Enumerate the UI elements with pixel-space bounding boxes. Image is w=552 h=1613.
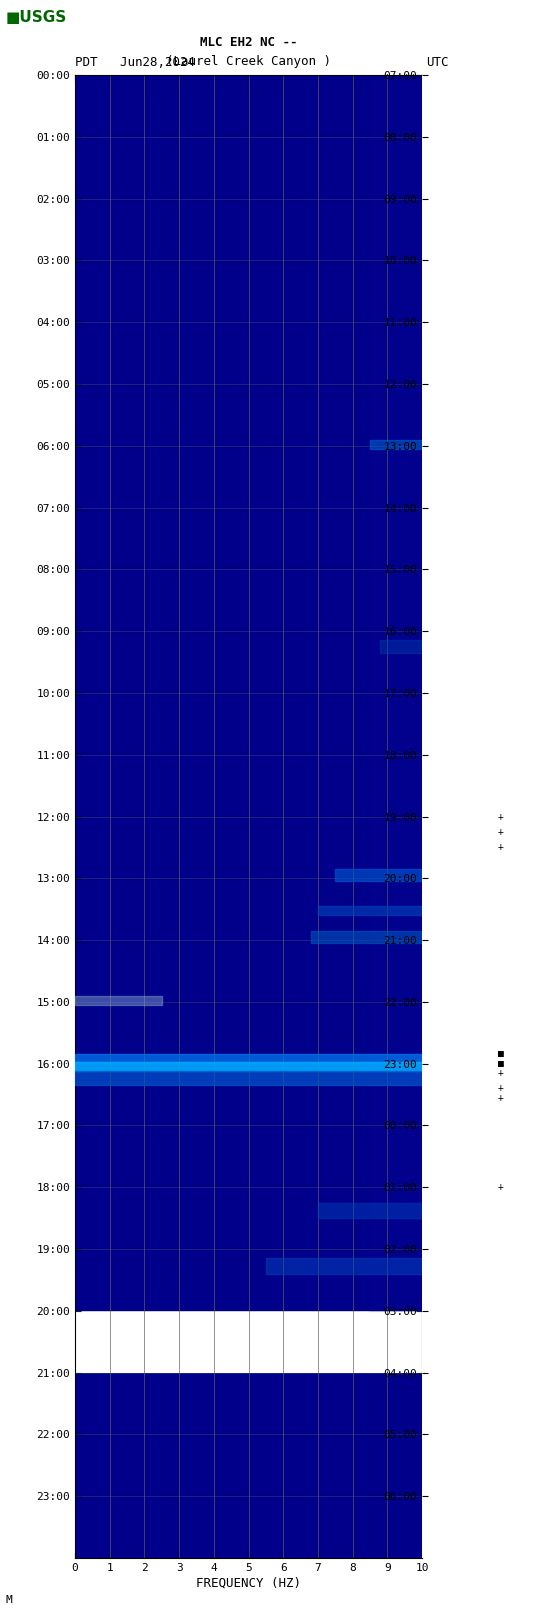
- Bar: [75, 1311, 422, 1373]
- Text: +: +: [498, 827, 503, 837]
- Text: ■: ■: [498, 1058, 503, 1069]
- Text: ■: ■: [498, 1050, 503, 1060]
- Text: +: +: [498, 1182, 503, 1192]
- Text: M: M: [6, 1595, 12, 1605]
- Text: (Laurel Creek Canyon ): (Laurel Creek Canyon ): [166, 55, 331, 68]
- Text: ■USGS: ■USGS: [6, 11, 67, 26]
- Text: MLC EH2 NC --: MLC EH2 NC --: [200, 35, 297, 48]
- Text: PDT   Jun28,2024: PDT Jun28,2024: [75, 55, 195, 68]
- Text: +: +: [498, 1068, 503, 1077]
- X-axis label: FREQUENCY (HZ): FREQUENCY (HZ): [196, 1578, 301, 1590]
- Text: UTC: UTC: [426, 55, 448, 68]
- Text: +: +: [498, 1084, 503, 1094]
- Text: +: +: [498, 811, 503, 821]
- Text: +: +: [498, 842, 503, 852]
- Text: +: +: [498, 1092, 503, 1103]
